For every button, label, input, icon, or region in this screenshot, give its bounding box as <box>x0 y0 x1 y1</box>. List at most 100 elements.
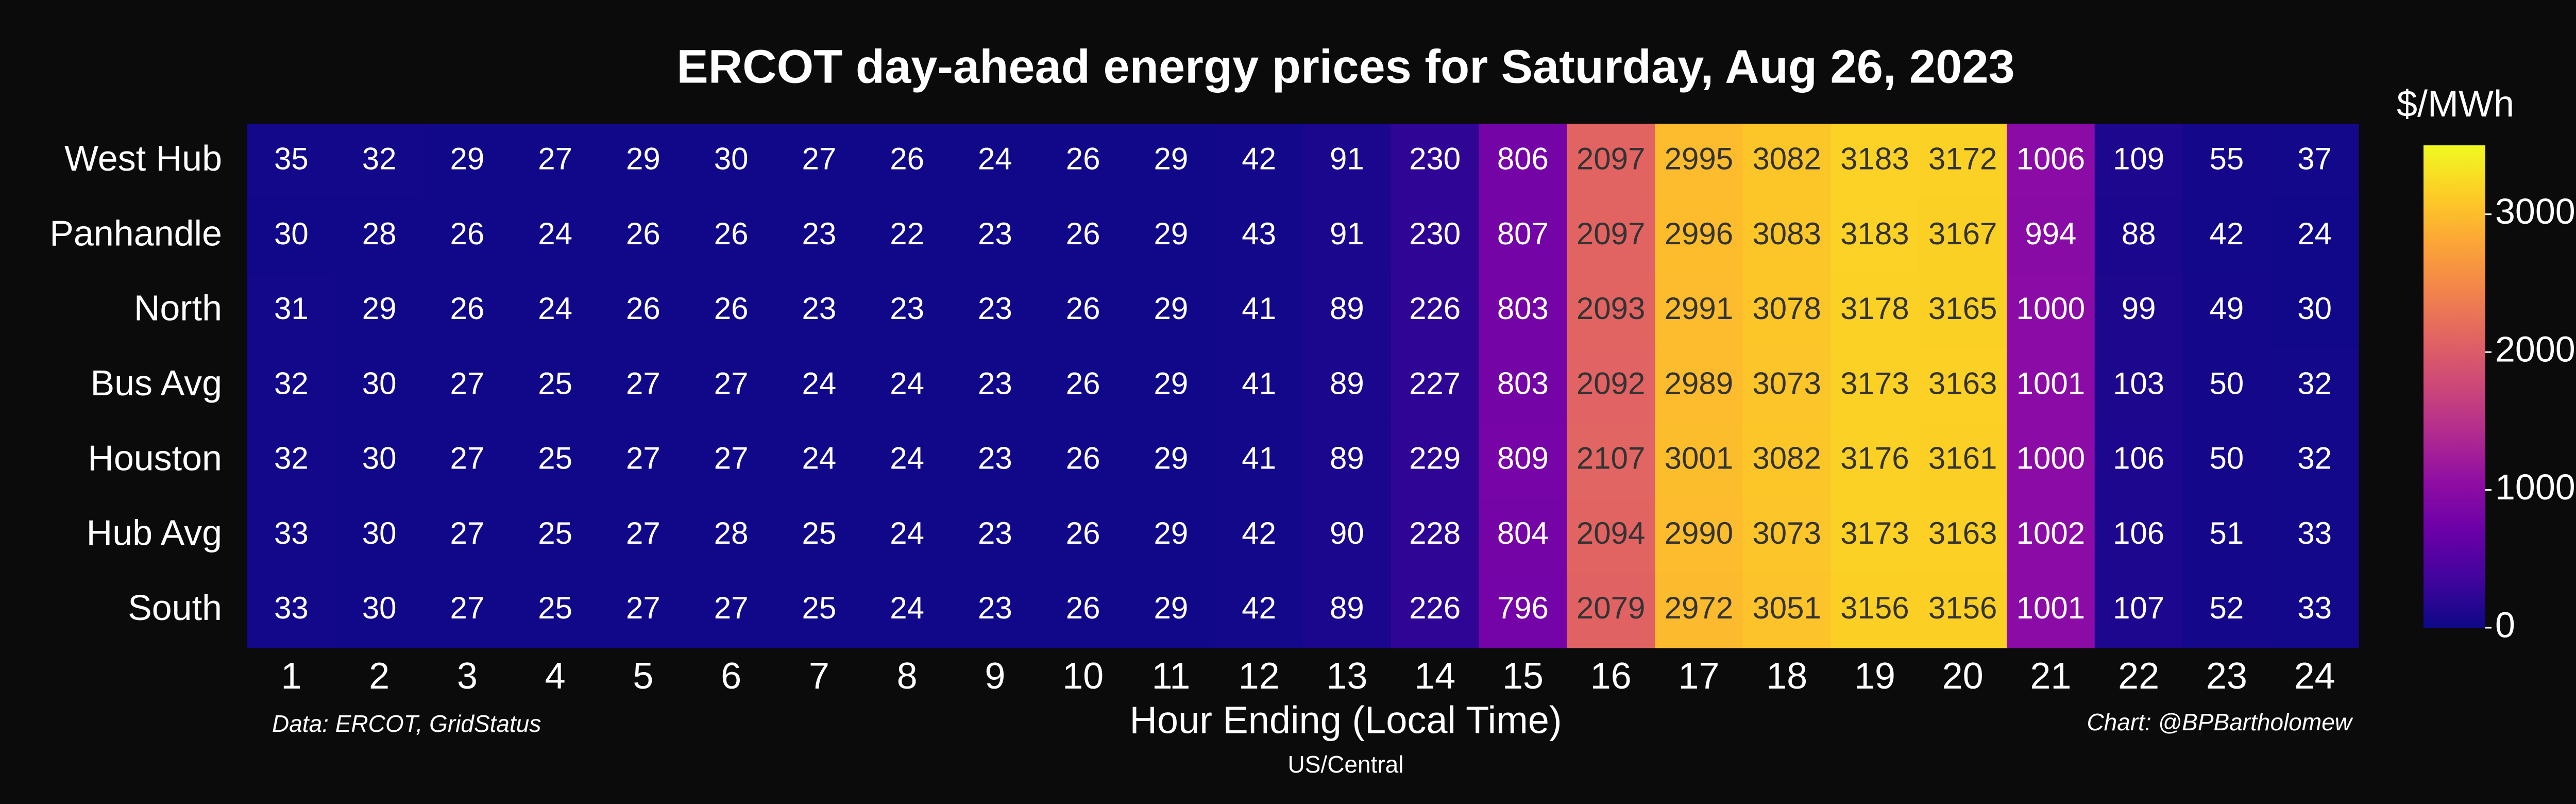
cell-value: 106 <box>2113 441 2164 476</box>
heatmap-cell <box>423 273 512 349</box>
heatmap-cell <box>1479 573 1567 648</box>
x-tick-label: 11 <box>1152 656 1191 697</box>
heatmap-cell <box>1655 124 1743 199</box>
cell-value: 33 <box>274 516 309 550</box>
colorbar-label: $/MWh <box>2397 83 2514 125</box>
heatmap-cell <box>863 273 952 349</box>
heatmap-cell <box>1127 273 1215 349</box>
x-tick-label: 7 <box>809 656 829 697</box>
cell-value: 49 <box>2210 291 2244 326</box>
cell-value: 1000 <box>2016 291 2085 326</box>
heatmap-cell <box>1215 498 1303 574</box>
heatmap-cell <box>2007 198 2095 274</box>
x-tick-label: 21 <box>2030 656 2071 697</box>
heatmap-cell <box>2270 498 2359 574</box>
cell-value: 3161 <box>1928 441 1997 476</box>
cell-value: 24 <box>802 366 837 400</box>
heatmap-cell <box>2270 348 2359 424</box>
cell-value: 2991 <box>1665 291 1733 326</box>
heatmap-cell <box>247 423 336 498</box>
heatmap-cell <box>1567 124 1655 199</box>
cell-value: 25 <box>538 366 572 400</box>
cell-value: 28 <box>714 516 749 550</box>
heatmap-cell <box>1303 423 1392 498</box>
cell-value: 2097 <box>1577 216 1645 251</box>
heatmap-cell <box>2182 573 2271 648</box>
heatmap-cell <box>1479 348 1567 424</box>
cell-value: 26 <box>890 141 924 176</box>
heatmap-cell <box>1127 498 1215 574</box>
heatmap-cell <box>863 198 952 274</box>
x-tick-label: 5 <box>633 656 653 697</box>
cell-value: 3178 <box>1840 291 1909 326</box>
cell-value: 2989 <box>1665 366 1733 400</box>
cell-value: 27 <box>450 366 485 400</box>
cell-value: 803 <box>1497 366 1549 400</box>
heatmap-cell <box>511 498 600 574</box>
heatmap-cell <box>1919 273 2007 349</box>
cell-value: 26 <box>1066 516 1100 550</box>
heatmap-cell <box>775 498 863 574</box>
cell-value: 41 <box>1242 366 1276 400</box>
x-tick-label: 8 <box>897 656 918 697</box>
heatmap-cell <box>247 348 336 424</box>
heatmap-cell <box>335 423 423 498</box>
x-tick-label: 16 <box>1590 656 1632 697</box>
heatmap-cell <box>423 348 512 424</box>
cell-value: 42 <box>1242 516 1276 550</box>
cell-value: 29 <box>1154 591 1189 625</box>
heatmap-cell <box>1919 348 2007 424</box>
cell-value: 3163 <box>1928 366 1997 400</box>
heatmap-cell <box>1215 198 1303 274</box>
cell-value: 24 <box>538 216 572 251</box>
heatmap-cell <box>2094 273 2183 349</box>
heatmap-cell <box>687 348 775 424</box>
x-tick-label: 24 <box>2294 656 2335 697</box>
cell-value: 230 <box>1409 141 1461 176</box>
heatmap-cell <box>1039 198 1127 274</box>
heatmap-cell <box>1039 423 1127 498</box>
cell-value: 24 <box>890 591 924 625</box>
cell-value: 41 <box>1242 441 1276 476</box>
heatmap-cell <box>335 348 423 424</box>
row-label: West Hub <box>64 138 222 178</box>
chart-title: ERCOT day-ahead energy prices for Saturd… <box>676 40 2014 93</box>
cell-value: 88 <box>2122 216 2156 251</box>
cell-value: 25 <box>538 516 572 550</box>
colorbar <box>2424 145 2485 628</box>
cell-value: 27 <box>802 141 837 176</box>
heatmap-cell <box>599 124 688 199</box>
cell-value: 1001 <box>2016 366 2085 400</box>
cell-value: 91 <box>1330 216 1364 251</box>
heatmap-cell <box>1303 348 1392 424</box>
cell-value: 3083 <box>1752 216 1821 251</box>
heatmap-cell <box>775 198 863 274</box>
heatmap-cell <box>1742 273 1831 349</box>
cell-value: 2996 <box>1665 216 1733 251</box>
heatmap-cell <box>1831 273 1919 349</box>
heatmap-cell <box>2182 124 2271 199</box>
cell-value: 24 <box>890 441 924 476</box>
cell-value: 25 <box>802 591 837 625</box>
cell-value: 26 <box>1066 291 1100 326</box>
colorbar-tick-label: 0 <box>2495 605 2515 645</box>
cell-value: 29 <box>626 141 660 176</box>
cell-value: 23 <box>978 291 1012 326</box>
cell-value: 29 <box>1154 516 1189 550</box>
heatmap-cell <box>423 124 512 199</box>
heatmap-cell <box>1655 348 1743 424</box>
heatmap-cell <box>1742 348 1831 424</box>
credit-note: Chart: @BPBartholomew <box>2087 709 2353 735</box>
heatmap-cell <box>1742 198 1831 274</box>
cell-value: 33 <box>274 591 309 625</box>
heatmap-cell <box>1655 423 1743 498</box>
cell-value: 2995 <box>1665 141 1733 176</box>
colorbar-tick-label: 1000 <box>2495 467 2575 507</box>
heatmap-cell <box>1215 273 1303 349</box>
heatmap-cell <box>1479 124 1567 199</box>
heatmap-cell <box>2094 573 2183 648</box>
row-label: Bus Avg <box>90 363 222 403</box>
cell-value: 2972 <box>1665 591 1733 625</box>
heatmap-cell <box>247 124 336 199</box>
heatmap-cell <box>247 198 336 274</box>
